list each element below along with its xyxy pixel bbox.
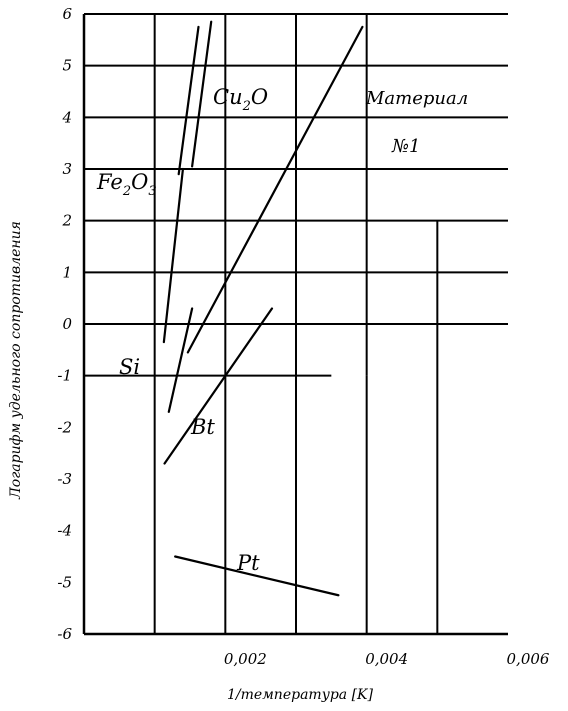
y-tick-label: -1 (57, 367, 72, 385)
series-label-cu2o: Cu2O (213, 85, 268, 114)
series-labels: Fe2O3 Si Cu2O Материал №1 Bt Pt (96, 85, 468, 575)
series-line-pt (174, 555, 340, 597)
y-tick-label: -4 (57, 522, 72, 540)
series-line-si (162, 167, 185, 344)
y-tick-labels: 6 5 4 3 2 1 0 -1 -2 -3 -4 -5 -6 (57, 5, 72, 643)
x-tick-labels: 0,002 0,004 0,006 (224, 650, 550, 668)
y-tick-label: 4 (61, 108, 72, 126)
x-tick-label: 0,004 (365, 650, 408, 668)
y-tick-label: 0 (62, 315, 72, 333)
y-tick-label: 5 (62, 57, 72, 75)
series-label-pt: Pt (236, 551, 260, 575)
y-tick-label: 1 (62, 263, 72, 281)
series-label-material: Материал №1 (365, 88, 468, 157)
series-line-bt (163, 307, 274, 465)
series-line-1 (186, 25, 364, 354)
series-line-unlabeled-4 (167, 307, 194, 413)
y-tick-label: -5 (57, 573, 72, 591)
y-axis-label: Логарифм удельного сопротивления (8, 221, 24, 500)
series-label-fe2o3: Fe2O3 (96, 170, 157, 199)
grid (84, 13, 508, 634)
series-label-si: Si (119, 355, 140, 379)
y-tick-label: 3 (62, 160, 72, 178)
y-tick-label: -2 (57, 418, 72, 436)
x-tick-label: 0,006 (507, 650, 550, 668)
series-lines (162, 20, 364, 597)
axes (82, 14, 508, 636)
x-axis-label: 1/температура [K] (227, 687, 373, 703)
y-tick-label: 6 (62, 5, 72, 23)
y-tick-label: 2 (61, 212, 72, 230)
x-tick-label: 0,002 (224, 650, 267, 668)
series-line-fe2o3 (177, 25, 200, 176)
series-line-cu2o (191, 20, 213, 168)
y-tick-label: -3 (57, 470, 72, 488)
series-label-bt: Bt (190, 415, 215, 439)
y-tick-label: -6 (57, 625, 72, 643)
